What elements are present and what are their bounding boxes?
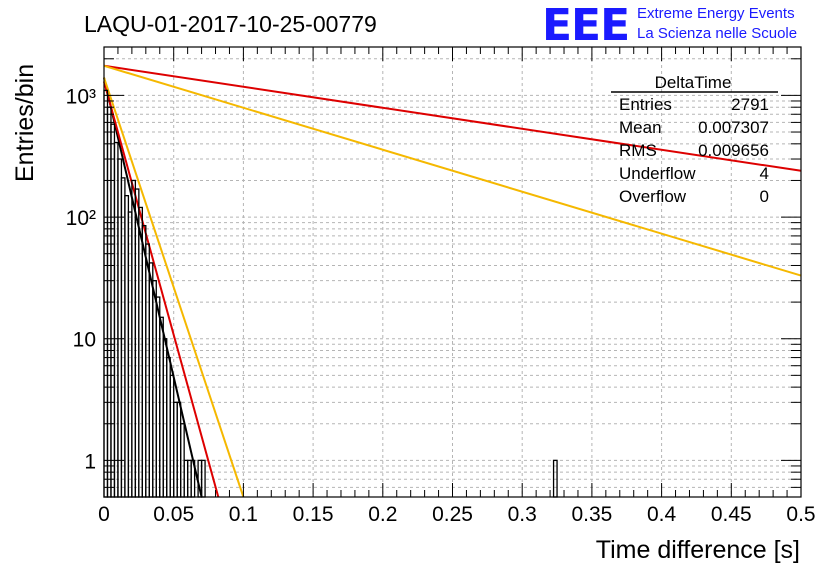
y-tick-label: 10³ [66, 85, 96, 108]
logo-line-2: La Scienza nelle Scuole [637, 25, 797, 42]
fit-line [103, 81, 220, 498]
axis-layer: 0 0.05 0.1 0.15 0.2 0.25 0.3 0.35 0.4 0.45 0.5 1 10 1… [66, 47, 816, 526]
x-tick-label: 0.5 [786, 503, 815, 526]
histogram-bin [200, 459, 206, 498]
stats-box: DeltaTime Entries 2791 Mean 0.007307 RMS 0.00… [611, 73, 778, 206]
y-axis-label: Entries/bin [11, 64, 39, 182]
x-tick-label: 0.1 [229, 503, 258, 526]
y-tick-label: 1 [84, 450, 96, 473]
y-tick-label: 10² [66, 207, 96, 230]
x-axis-label: Time difference [s] [596, 536, 800, 564]
histogram-bin [190, 459, 196, 498]
stats-label: RMS [619, 141, 657, 160]
stats-value: 0.007307 [698, 118, 769, 137]
logo-mark: EEE [542, 0, 629, 51]
x-tick-label: 0.45 [711, 503, 752, 526]
x-tick-label: 0.05 [153, 503, 194, 526]
stats-label: Mean [619, 118, 662, 137]
fit-line [103, 77, 245, 498]
stats-box-title: DeltaTime [655, 73, 732, 92]
fit-line [103, 64, 802, 277]
stats-rows: Entries 2791 Mean 0.007307 RMS 0.009656Underf… [619, 95, 769, 206]
x-tick-label: 0.25 [432, 503, 473, 526]
logo-line-1: Extreme Energy Events [637, 5, 795, 22]
logo: EEE Extreme Energy Events La Scienza nel… [542, 0, 797, 51]
histogram-layer [103, 89, 558, 498]
stats-label: Underflow [619, 164, 696, 183]
stats-value: 2791 [731, 95, 769, 114]
x-tick-label: 0.4 [647, 503, 677, 526]
y-tick-label: 10 [73, 329, 96, 352]
x-tick-label: 0.15 [293, 503, 334, 526]
stats-label: Entries [619, 95, 672, 114]
fit-line [103, 64, 802, 172]
stats-label: Overflow [619, 187, 687, 206]
grid-layer [104, 47, 801, 498]
x-tick-label: 0.35 [571, 503, 612, 526]
chart-title: LAQU-01-2017-10-25-00779 [84, 11, 377, 37]
x-tick-label: 0.3 [508, 503, 537, 526]
x-tick-label: 0.2 [368, 503, 397, 526]
stats-value: 0.009656 [698, 141, 769, 160]
x-tick-label: 0 [98, 503, 110, 526]
stats-value: 0 [760, 187, 769, 206]
stats-value: 4 [760, 164, 769, 183]
